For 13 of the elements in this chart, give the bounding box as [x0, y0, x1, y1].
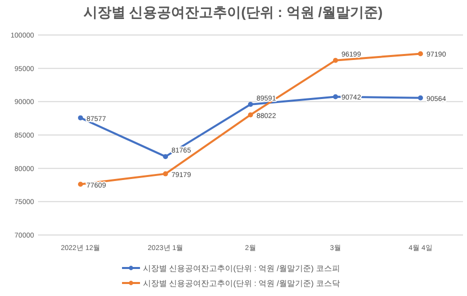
point: [333, 58, 338, 63]
point: [78, 182, 83, 187]
point: [163, 154, 168, 160]
point: [418, 51, 423, 56]
point: [248, 102, 253, 107]
point: [418, 95, 423, 100]
point: [333, 94, 338, 100]
point: [78, 115, 83, 120]
legend-label: 시장별 신용공여잔고추이(단위 : 억원 /월말기준) 코스피: [143, 264, 340, 273]
legend-label: 시장별 신용공여잔고추이(단위 : 억원 /월말기준) 코스닥: [143, 279, 340, 288]
point: [248, 112, 253, 118]
chart-title: 시장별 신용공여잔고추이(단위 : 억원 /월말기준): [83, 4, 383, 20]
point: [163, 171, 168, 176]
